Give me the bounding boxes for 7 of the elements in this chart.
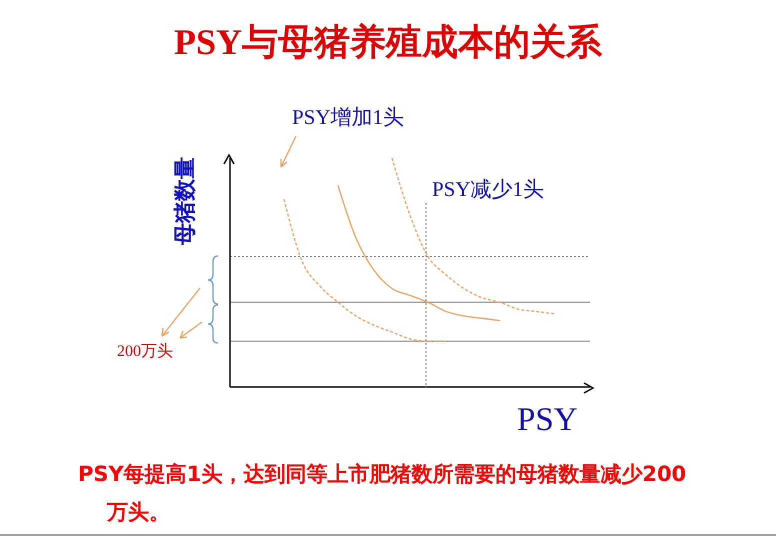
annotation: PSY减少1头 [432,176,544,203]
text: PSY每提高1头，达到同等上市肥猪数所需要的母猪数量减少200万头。 [78,461,688,526]
x-axis-title: PSY [517,402,578,439]
text: PSY增加1头 [292,104,404,131]
chart-title: PSY与母猪养殖成本的关系 [172,21,603,64]
text: 200万头 [117,342,173,362]
y-axis-title: 母猪数量 [172,157,199,245]
